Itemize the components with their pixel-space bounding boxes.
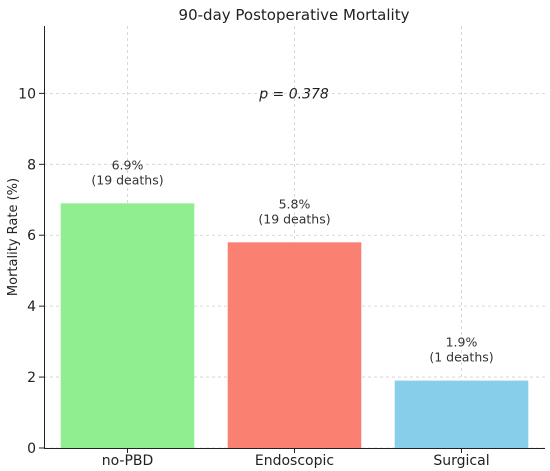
x-tick-label: Endoscopic — [255, 453, 334, 469]
bar-surgical — [394, 380, 529, 448]
y-tick-label: 10 — [18, 86, 36, 102]
y-tick-label: 8 — [27, 157, 36, 173]
chart-title: 90-day Postoperative Mortality — [179, 6, 410, 24]
x-tick-label: no-PBD — [102, 453, 154, 469]
bar-deaths-label: (1 deaths) — [429, 350, 493, 365]
bar-endoscopic — [227, 242, 362, 448]
bar-deaths-label: (19 deaths) — [258, 211, 330, 226]
y-axis-label: Mortality Rate (%) — [6, 178, 21, 296]
bar-no-pbd — [60, 203, 195, 448]
bar-deaths-label: (19 deaths) — [91, 172, 163, 187]
x-tick-label: Surgical — [433, 453, 489, 469]
y-tick-label: 2 — [27, 370, 36, 386]
bars — [60, 203, 529, 448]
y-tick-label: 4 — [27, 299, 36, 315]
y-tick-label: 0 — [27, 441, 36, 457]
y-tick-label: 6 — [27, 228, 36, 244]
p-value-annotation: p = 0.378 — [258, 86, 329, 102]
bar-value-labels: 6.9%(19 deaths)5.8%(19 deaths)1.9%(1 dea… — [91, 157, 493, 364]
bar-value-label: 6.9% — [112, 157, 144, 172]
bar-value-label: 5.8% — [279, 196, 311, 211]
bar-value-label: 1.9% — [446, 335, 478, 350]
axis-ticks: 0 2 4 6 8 10 no-PBD Endoscopic Surgical — [18, 86, 489, 469]
